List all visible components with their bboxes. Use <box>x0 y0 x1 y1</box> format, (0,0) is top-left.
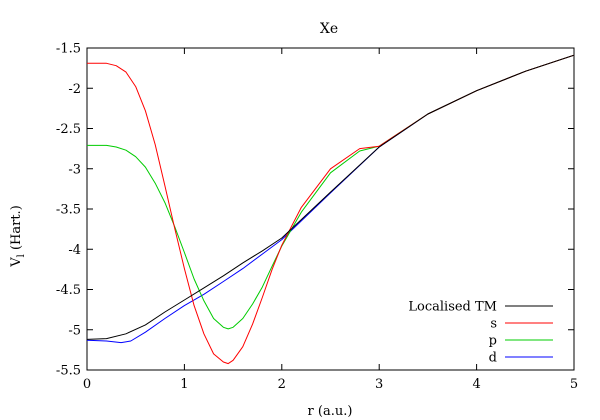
y-tick-label: -5.5 <box>56 364 81 379</box>
y-axis-label-sub: l <box>16 254 27 257</box>
legend-label: p <box>489 334 497 349</box>
legend-label: s <box>490 317 497 332</box>
y-tick-label: -2.5 <box>56 122 81 137</box>
y-tick-label: -5 <box>68 323 81 338</box>
series-line-p <box>87 54 575 330</box>
series-line-localised-tm <box>86 54 575 340</box>
y-tick-label: -4.5 <box>56 283 81 298</box>
x-axis-label: r (a.u.) <box>308 404 353 419</box>
y-tick-label: -2 <box>68 82 81 97</box>
series-line-s <box>87 54 575 365</box>
y-tick-label: -3 <box>68 162 81 177</box>
legend-label: Localised TM <box>408 300 497 315</box>
x-tick-label: 4 <box>472 377 480 392</box>
svg-text:Vl (Hart.): Vl (Hart.) <box>9 205 27 268</box>
y-tick-label: -1.5 <box>56 42 81 57</box>
x-tick-label: 0 <box>83 377 91 392</box>
series-line-d <box>86 54 575 344</box>
y-tick-label: -4 <box>68 243 81 258</box>
y-tick-label: -3.5 <box>56 203 81 218</box>
legend: Localised TM spd <box>408 300 553 366</box>
y-axis-label-main: V <box>9 257 24 268</box>
x-tick-label: 3 <box>375 377 383 392</box>
chart-title: Xe <box>320 21 338 37</box>
y-axis-label: Vl (Hart.) <box>9 205 27 268</box>
x-tick-label: 5 <box>570 377 578 392</box>
y-axis-label-tail: (Hart.) <box>9 205 24 254</box>
x-tick-label: 1 <box>180 377 188 392</box>
legend-label: d <box>489 351 497 366</box>
x-tick-label: 2 <box>278 377 286 392</box>
